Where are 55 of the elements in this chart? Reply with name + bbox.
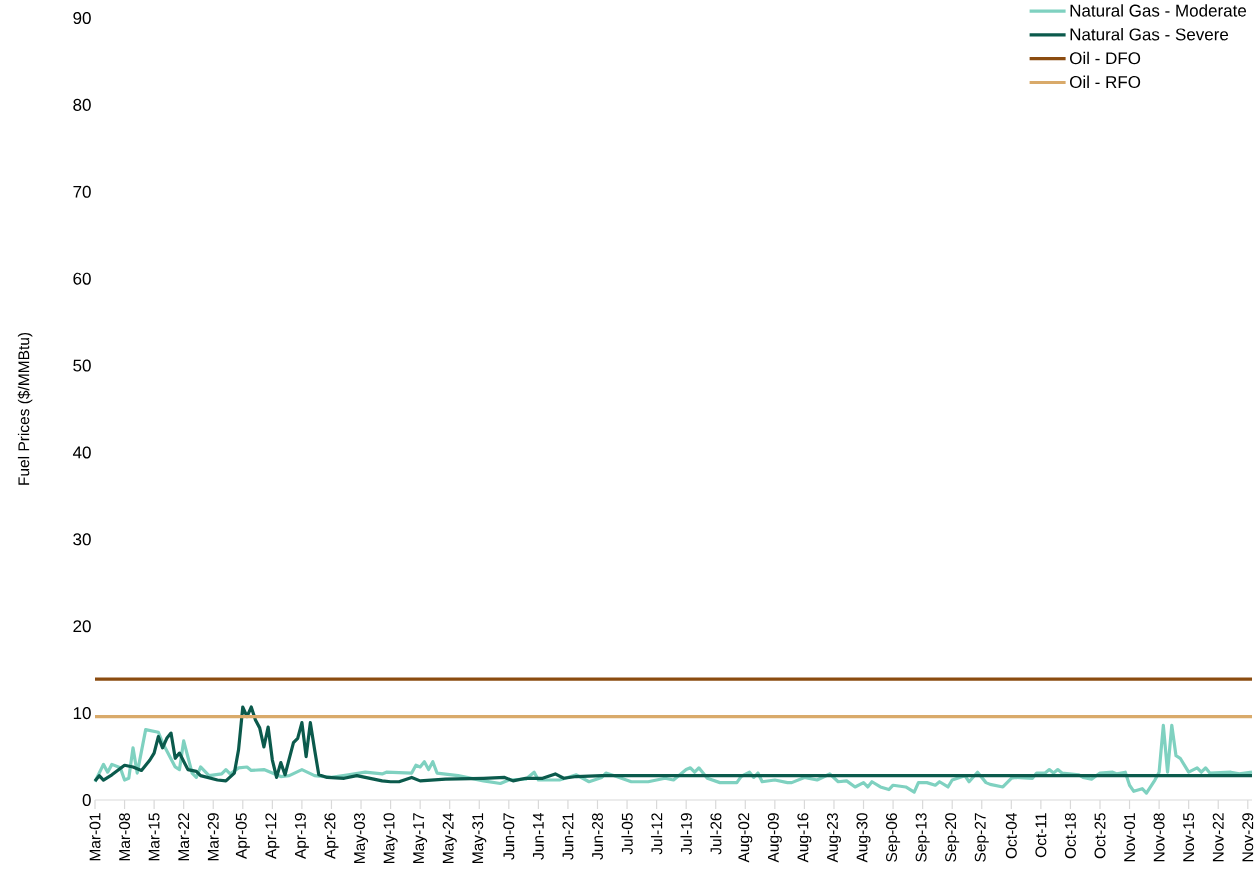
x-tick-label: Aug-02 (738, 813, 753, 863)
legend-label: Oil - DFO (1070, 51, 1141, 65)
y-tick-label: 60 (73, 272, 91, 285)
y-tick-label: 50 (73, 359, 91, 372)
x-tick-label: Oct-25 (1094, 813, 1106, 859)
x-tick-label: Apr-19 (294, 813, 309, 860)
y-tick-label: 0 (82, 793, 91, 807)
legend-label: Oil - RFO (1070, 75, 1141, 89)
x-tick-label: May-03 (354, 813, 369, 863)
x-tick-label: Mar-01 (89, 813, 101, 861)
x-tick-label: Jul-05 (621, 813, 633, 855)
y-axis-title: Fuel Prices ($/MMBtu) (17, 332, 33, 485)
x-tick-label: Sep-27 (974, 813, 989, 862)
x-tick-label: Mar-15 (148, 813, 160, 861)
y-tick-label: 20 (73, 620, 91, 633)
x-tick-label: Jun-14 (532, 812, 544, 860)
x-tick-label: May-31 (472, 813, 487, 863)
y-tick-label: 30 (73, 533, 91, 546)
y-tick-label: 80 (73, 98, 91, 111)
x-tick-label: Oct-04 (1005, 812, 1017, 859)
x-tick-label: Mar-08 (119, 813, 131, 861)
x-tick-label: Jul-26 (710, 813, 722, 855)
y-tick-label: 40 (72, 446, 91, 459)
y-tick-label: 90 (73, 11, 91, 25)
y-tick-label: 70 (73, 185, 91, 198)
x-tick-label: May-10 (383, 813, 398, 863)
x-tick-label: Oct-18 (1064, 813, 1076, 859)
x-tick-label: Mar-29 (207, 813, 219, 861)
y-tick-label: 10 (73, 707, 91, 720)
x-tick-label: Sep-20 (945, 813, 960, 862)
x-tick-label: Nov-01 (1124, 813, 1136, 862)
x-tick-label: Apr-05 (235, 813, 250, 860)
x-tick-label: Aug-09 (767, 813, 782, 863)
x-tick-label: Sep-13 (915, 813, 930, 862)
x-tick-label: May-24 (442, 812, 457, 863)
x-tick-label: Aug-23 (826, 813, 841, 863)
x-tick-label: Jun-28 (592, 813, 603, 860)
x-tick-label: Jul-12 (650, 813, 663, 855)
x-tick-label: Aug-16 (797, 813, 812, 863)
legend-label: Natural Gas - Severe (1070, 27, 1229, 41)
x-tick-label: Apr-26 (324, 813, 339, 860)
x-tick-label: Sep-06 (886, 813, 901, 862)
x-tick-label: Jun-07 (503, 813, 515, 860)
x-tick-label: Nov-22 (1212, 813, 1224, 862)
x-tick-label: Mar-22 (178, 813, 190, 861)
x-tick-label: Jun-21 (562, 813, 574, 860)
x-tick-label: Nov-29 (1242, 813, 1254, 862)
x-tick-label: Oct-11 (1035, 813, 1047, 858)
x-tick-label: May-17 (413, 813, 428, 863)
legend-label: Natural Gas - Moderate (1070, 4, 1247, 17)
x-tick-label: Aug-30 (856, 813, 871, 863)
x-tick-label: Nov-08 (1153, 813, 1165, 862)
x-tick-label: Jul-19 (680, 813, 692, 855)
x-tick-label: Apr-12 (265, 813, 280, 860)
x-tick-label: Nov-15 (1183, 813, 1195, 862)
